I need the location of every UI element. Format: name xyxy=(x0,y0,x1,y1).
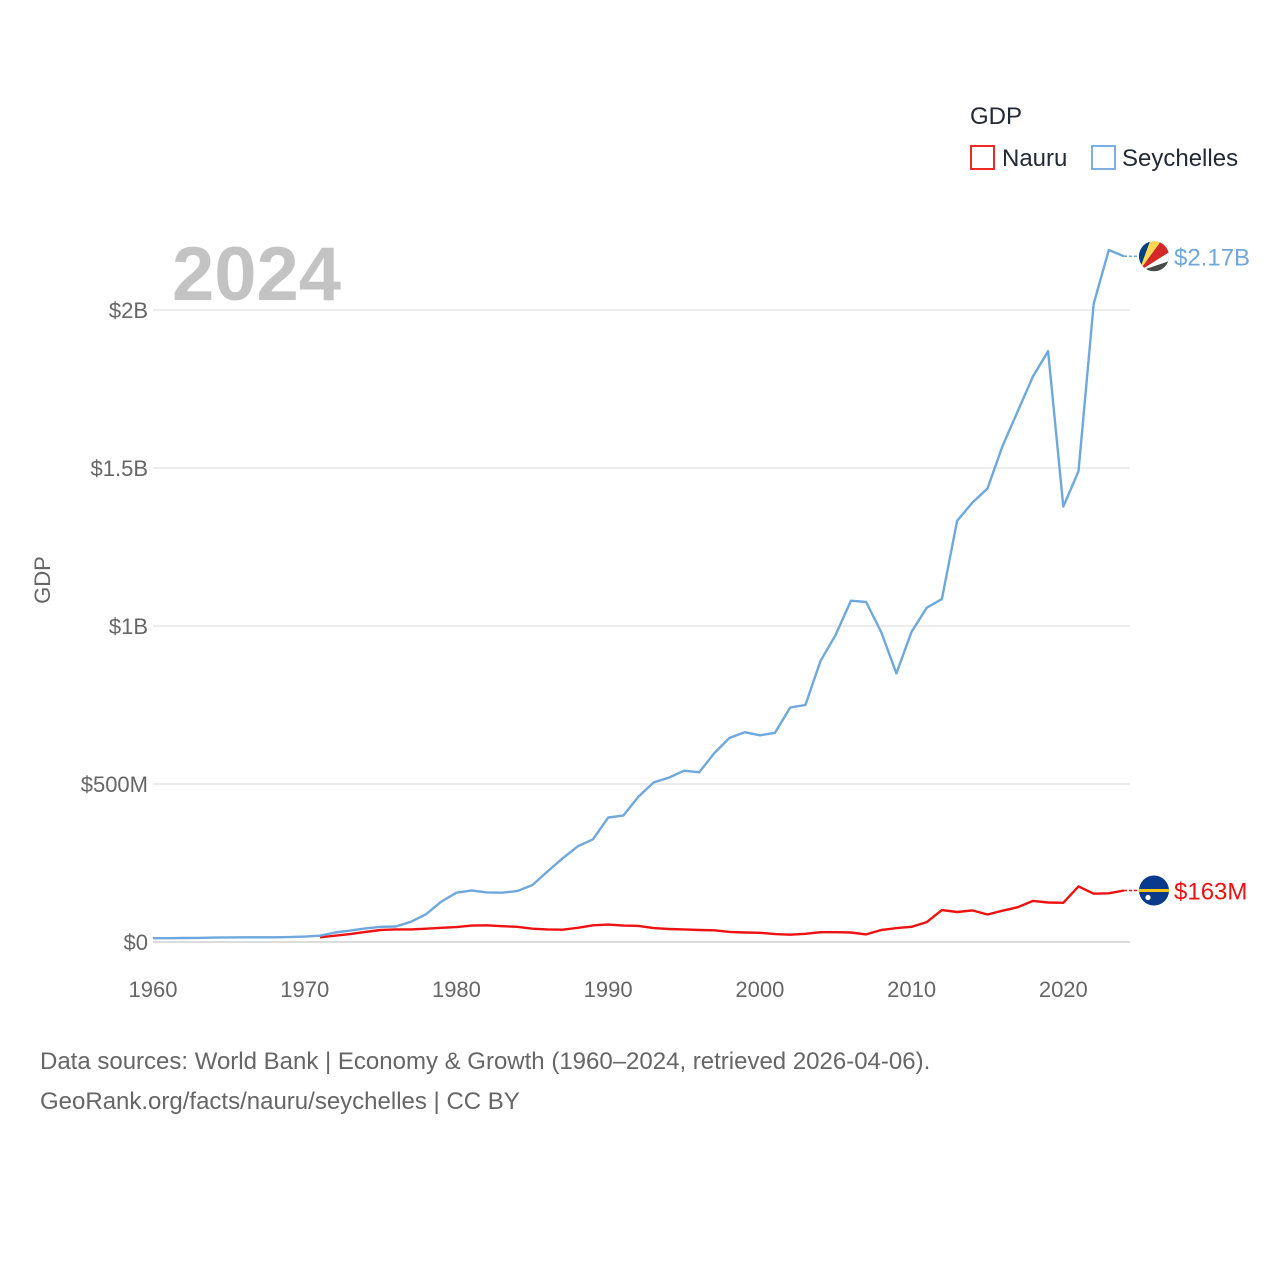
gridlines xyxy=(153,309,1130,943)
legend-label-nauru[interactable]: Nauru xyxy=(1002,145,1067,172)
end-markers: $163M $2.17B xyxy=(1124,241,1250,906)
x-tick-label: 2020 xyxy=(1039,977,1088,1002)
x-tick-label: 1960 xyxy=(129,977,178,1002)
x-axis-ticks: 1960 1970 1980 1990 2000 2010 2020 xyxy=(129,977,1088,1002)
footer: Data sources: World Bank | Economy & Gro… xyxy=(40,1042,930,1122)
end-value-label-seychelles: $2.17B xyxy=(1174,244,1250,271)
year-label: 2024 xyxy=(172,232,341,317)
x-tick-label: 1980 xyxy=(432,977,481,1002)
y-tick-label: $1.5B xyxy=(91,456,149,481)
y-axis-ticks: $0 $500M $1B $1.5B $2B xyxy=(81,298,148,955)
x-tick-label: 2010 xyxy=(887,977,936,1002)
legend-swatch-seychelles[interactable] xyxy=(1091,145,1116,170)
y-axis-title: GDP xyxy=(30,556,55,604)
x-tick-label: 2000 xyxy=(735,977,784,1002)
source-url: GeoRank.org/facts/nauru/seychelles | CC … xyxy=(40,1088,520,1115)
legend-swatch-nauru[interactable] xyxy=(970,145,995,170)
y-tick-label: $500M xyxy=(81,772,148,797)
series-lines xyxy=(153,248,1125,940)
x-tick-label: 1990 xyxy=(584,977,633,1002)
y-tick-label: $2B xyxy=(109,298,148,323)
series-line-nauru xyxy=(319,885,1125,939)
y-tick-label: $1B xyxy=(109,614,148,639)
nauru-flag-icon xyxy=(1139,875,1169,906)
y-tick-label: $0 xyxy=(124,930,148,955)
series-line-seychelles xyxy=(153,248,1125,940)
data-sources-note: Data sources: World Bank | Economy & Gro… xyxy=(40,1048,931,1075)
end-value-label-nauru: $163M xyxy=(1174,878,1247,905)
legend-label-seychelles[interactable]: Seychelles xyxy=(1122,145,1238,172)
x-tick-label: 1970 xyxy=(280,977,329,1002)
seychelles-flag-icon xyxy=(1139,241,1169,272)
legend-title: GDP xyxy=(970,103,1022,130)
legend[interactable]: GDP Nauru Seychelles xyxy=(970,103,1238,172)
